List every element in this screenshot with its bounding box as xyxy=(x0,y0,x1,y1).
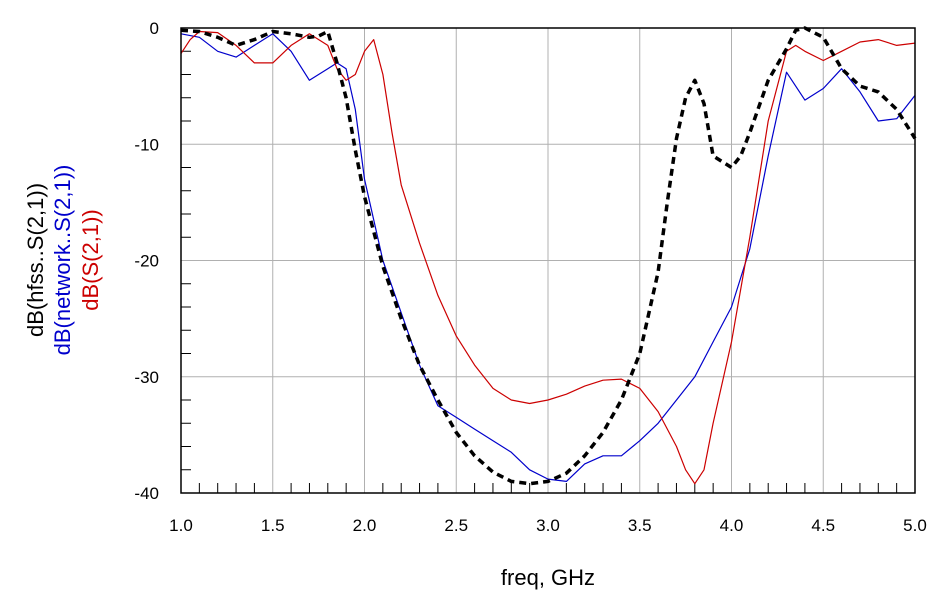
x-tick-label: 1.0 xyxy=(169,516,193,535)
plot-border xyxy=(180,27,916,494)
series-group xyxy=(180,26,917,486)
y-tick-label: -30 xyxy=(134,368,159,387)
y-tick-label: -20 xyxy=(134,252,159,271)
y-tick-label: -10 xyxy=(134,135,159,154)
x-tick-label: 3.0 xyxy=(536,516,560,535)
y-tick-label: 0 xyxy=(150,19,159,38)
x-tick-labels: 1.0 1.5 2.0 2.5 3.0 3.5 4.0 4.5 5.0 xyxy=(169,516,927,535)
legend-series-1: dB(hfss..S(2,1)) xyxy=(23,183,48,337)
y-tick-label: -40 xyxy=(134,484,159,503)
x-tick-label: 4.0 xyxy=(720,516,744,535)
legend-series-2: dB(network..S(2,1)) xyxy=(50,165,75,356)
x-axis-title: freq, GHz xyxy=(501,565,595,590)
legend-series-3: dB(S(2,1)) xyxy=(78,209,103,310)
x-tick-label: 4.5 xyxy=(811,516,835,535)
series-line-1 xyxy=(180,26,917,486)
x-tick-label: 1.5 xyxy=(261,516,285,535)
x-tick-label: 2.5 xyxy=(444,516,468,535)
series-line-2 xyxy=(180,33,916,482)
minor-ticks xyxy=(181,50,898,493)
x-tick-label: 2.0 xyxy=(353,516,377,535)
x-tick-label: 3.5 xyxy=(628,516,652,535)
y-tick-labels: 0 -10 -20 -30 -40 xyxy=(134,19,159,503)
x-tick-label: 5.0 xyxy=(903,516,927,535)
